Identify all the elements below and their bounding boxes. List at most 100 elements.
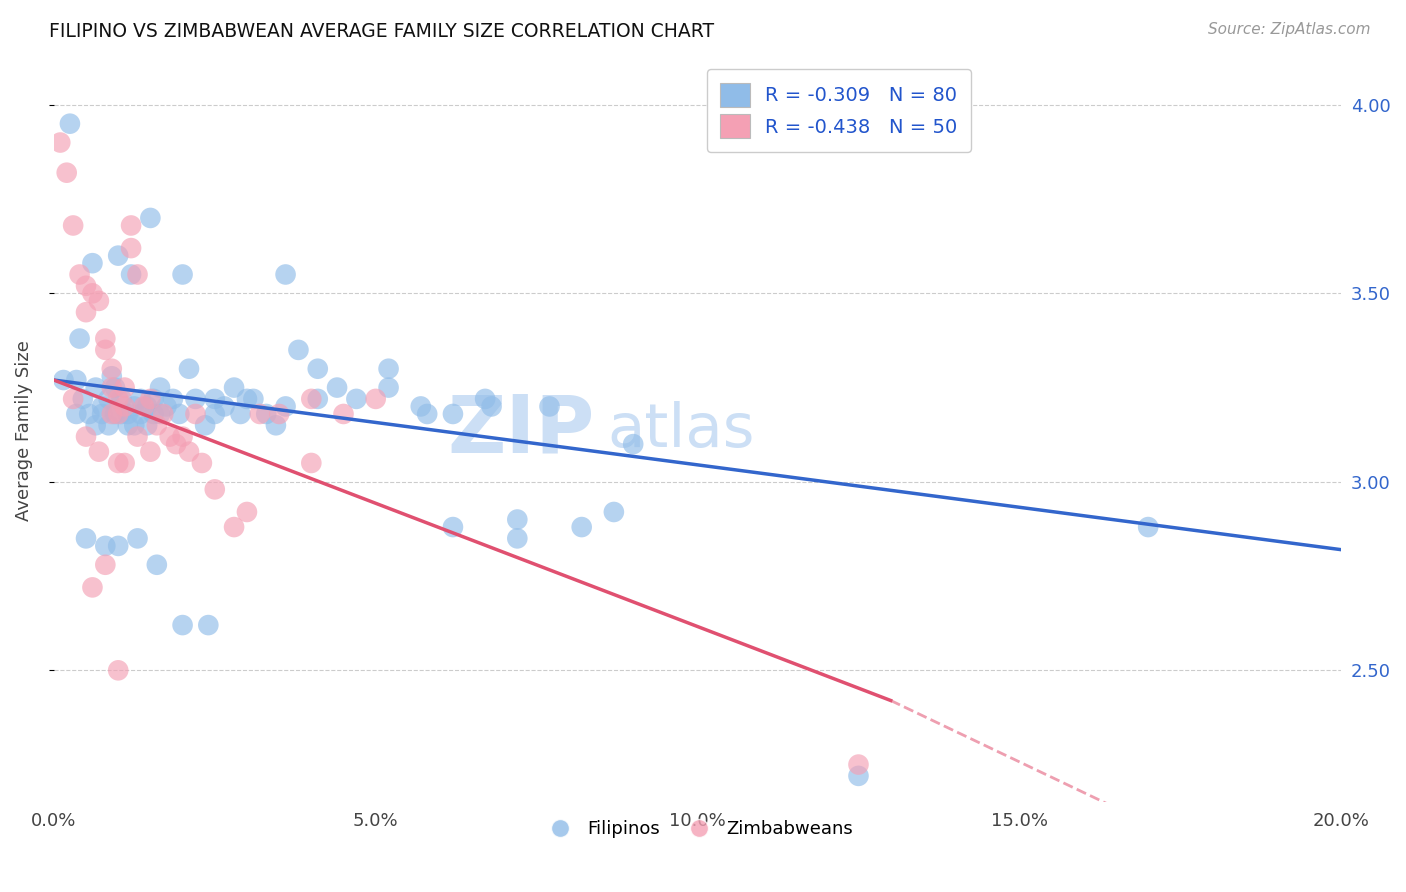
Point <box>120 268 142 282</box>
Point <box>204 483 226 497</box>
Point <box>94 539 117 553</box>
Point <box>107 407 129 421</box>
Point <box>474 392 496 406</box>
Point <box>149 381 172 395</box>
Point <box>299 456 322 470</box>
Point <box>127 268 149 282</box>
Point <box>307 361 329 376</box>
Point <box>155 400 177 414</box>
Point <box>55 166 77 180</box>
Point <box>91 407 114 421</box>
Text: ZIP: ZIP <box>447 392 595 470</box>
Point <box>139 444 162 458</box>
Point <box>1137 520 1160 534</box>
Point <box>142 392 165 406</box>
Point <box>332 407 354 421</box>
Point <box>242 392 264 406</box>
Point <box>97 418 120 433</box>
Point <box>204 407 226 421</box>
Point <box>287 343 309 357</box>
Point <box>107 539 129 553</box>
Point <box>274 400 297 414</box>
Point <box>107 249 129 263</box>
Point <box>52 373 75 387</box>
Point <box>49 136 72 150</box>
Point <box>117 407 139 421</box>
Point <box>307 392 329 406</box>
Point <box>344 392 367 406</box>
Point <box>204 392 226 406</box>
Text: Source: ZipAtlas.com: Source: ZipAtlas.com <box>1208 22 1371 37</box>
Point <box>621 437 644 451</box>
Point <box>177 444 200 458</box>
Point <box>229 407 252 421</box>
Point <box>848 769 870 783</box>
Point <box>222 520 245 534</box>
Point <box>110 392 132 406</box>
Point <box>177 361 200 376</box>
Point <box>129 407 152 421</box>
Point <box>69 332 91 346</box>
Point <box>274 268 297 282</box>
Text: FILIPINO VS ZIMBABWEAN AVERAGE FAMILY SIZE CORRELATION CHART: FILIPINO VS ZIMBABWEAN AVERAGE FAMILY SI… <box>49 22 714 41</box>
Point <box>184 407 207 421</box>
Point <box>75 278 97 293</box>
Point <box>222 381 245 395</box>
Point <box>139 392 162 406</box>
Point <box>77 407 100 421</box>
Point <box>848 757 870 772</box>
Point <box>249 407 271 421</box>
Point <box>132 400 155 414</box>
Point <box>107 392 129 406</box>
Point <box>236 505 259 519</box>
Point <box>197 618 219 632</box>
Point <box>146 558 169 572</box>
Point <box>172 618 194 632</box>
Point <box>75 532 97 546</box>
Point <box>603 505 626 519</box>
Point <box>114 381 136 395</box>
Point <box>139 211 162 225</box>
Point <box>191 456 214 470</box>
Point <box>100 407 122 421</box>
Point <box>82 581 104 595</box>
Point <box>110 407 132 421</box>
Point <box>94 332 117 346</box>
Point <box>117 418 139 433</box>
Point <box>107 456 129 470</box>
Point <box>124 400 146 414</box>
Point <box>82 286 104 301</box>
Point <box>75 305 97 319</box>
Point <box>184 392 207 406</box>
Point <box>269 407 291 421</box>
Point <box>136 400 159 414</box>
Point <box>172 268 194 282</box>
Point <box>100 369 122 384</box>
Point <box>97 392 120 406</box>
Point <box>481 400 503 414</box>
Point <box>114 456 136 470</box>
Point <box>65 407 87 421</box>
Point <box>107 663 129 677</box>
Point <box>159 429 181 443</box>
Point <box>100 361 122 376</box>
Point <box>87 444 110 458</box>
Point <box>264 418 287 433</box>
Point <box>59 117 82 131</box>
Text: atlas: atlas <box>607 401 755 460</box>
Point <box>72 392 94 406</box>
Point <box>82 256 104 270</box>
Point <box>194 418 217 433</box>
Point <box>299 392 322 406</box>
Point <box>136 418 159 433</box>
Point <box>152 407 174 421</box>
Point <box>129 392 152 406</box>
Point <box>165 437 187 451</box>
Point <box>84 381 107 395</box>
Point <box>236 392 259 406</box>
Point <box>506 512 529 526</box>
Point <box>124 418 146 433</box>
Point <box>127 429 149 443</box>
Point <box>162 392 184 406</box>
Point <box>169 407 191 421</box>
